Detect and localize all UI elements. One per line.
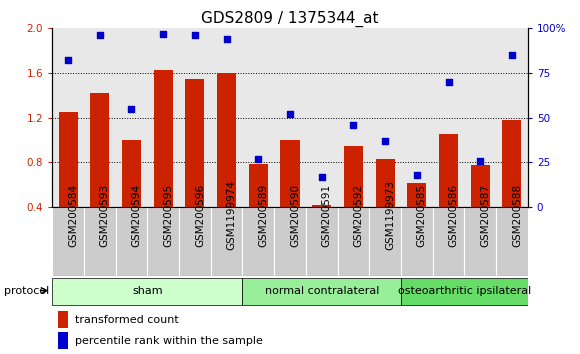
Bar [242,207,274,276]
Text: GSM200588: GSM200588 [512,184,522,247]
Bar [344,145,363,207]
Text: GSM200586: GSM200586 [448,184,459,247]
Text: GSM200591: GSM200591 [322,184,332,247]
Text: transformed count: transformed count [75,315,179,325]
Point [95,33,104,38]
Bar [281,140,299,207]
Point [285,111,295,117]
Bar [439,135,458,207]
Text: GSM200585: GSM200585 [417,184,427,247]
Text: GSM1199973: GSM1199973 [385,181,395,250]
Point [412,172,422,178]
Bar [401,278,528,305]
Text: percentile rank within the sample: percentile rank within the sample [75,336,263,346]
Bar [84,207,115,276]
Point [63,58,72,63]
Bar [401,207,433,276]
Text: GSM200592: GSM200592 [353,184,364,247]
Bar [58,332,68,349]
Bar [59,112,78,207]
Bar [217,73,236,207]
Point [253,156,263,162]
Bar [52,278,242,305]
Point [222,36,231,42]
Text: GSM200584: GSM200584 [68,184,78,247]
Bar [312,205,331,207]
Bar [376,159,394,207]
Point [508,52,517,58]
Bar [433,207,465,276]
Bar [249,164,268,207]
Bar [115,207,147,276]
Bar [274,207,306,276]
Bar [58,311,68,328]
Bar [186,79,204,207]
Bar [465,207,496,276]
Text: GSM1199974: GSM1199974 [227,181,237,250]
Point [476,158,485,164]
Bar [471,165,490,207]
Point [127,106,136,112]
Text: GSM200594: GSM200594 [132,184,142,247]
Bar [496,207,528,276]
Bar [306,207,338,276]
Bar [369,207,401,276]
Bar [90,93,109,207]
Point [380,138,390,144]
Title: GDS2809 / 1375344_at: GDS2809 / 1375344_at [201,11,379,27]
Text: GSM200593: GSM200593 [100,184,110,247]
Bar [242,278,401,305]
Point [317,174,327,179]
Bar [211,207,242,276]
Bar [502,120,521,207]
Bar [179,207,211,276]
Text: sham: sham [132,286,162,296]
Text: GSM200596: GSM200596 [195,184,205,247]
Text: GSM200589: GSM200589 [258,184,269,247]
Bar [407,183,426,207]
Point [444,79,453,85]
Bar [147,207,179,276]
Text: GSM200590: GSM200590 [290,184,300,247]
Text: osteoarthritic ipsilateral: osteoarthritic ipsilateral [398,286,531,296]
Bar [122,140,141,207]
Bar [154,70,173,207]
Bar [338,207,369,276]
Point [158,31,168,36]
Text: GSM200587: GSM200587 [480,184,490,247]
Point [349,122,358,128]
Text: normal contralateral: normal contralateral [264,286,379,296]
Bar [52,207,84,276]
Point [190,33,200,38]
Text: GSM200595: GSM200595 [163,184,173,247]
Text: protocol: protocol [4,286,49,296]
